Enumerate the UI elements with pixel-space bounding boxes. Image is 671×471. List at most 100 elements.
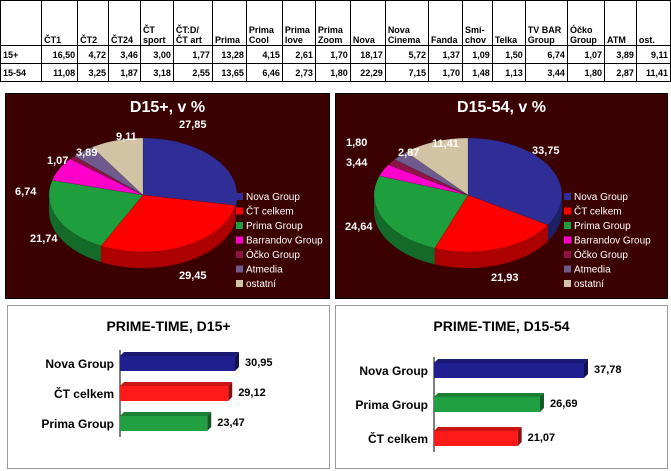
bar-top bbox=[434, 393, 544, 397]
table-cell: 18,17 bbox=[349, 45, 386, 64]
table-row: 15+ 16,50 4,72 3,46 3,00 1,77 13,28 4,15 2,61 1,7… bbox=[0, 45, 671, 64]
table-cell: 2,73 bbox=[281, 63, 316, 82]
bar-prima-group bbox=[120, 416, 208, 431]
bar-nova-group bbox=[434, 363, 584, 378]
column-header bbox=[0, 0, 43, 46]
pie-value-label: 9,11 bbox=[116, 131, 137, 143]
pie-value-label: 1,07 bbox=[47, 155, 68, 167]
bar-side bbox=[539, 393, 544, 412]
bar-chart-prime-d15plus: Nova Group 30,95 ČT celkem 29,12 Prima Group… bbox=[41, 350, 273, 437]
table-cell: 3,46 bbox=[108, 45, 141, 64]
legend-swatch bbox=[564, 280, 571, 287]
column-header: ČT2 bbox=[77, 0, 110, 46]
legend-entry: Óčko Group bbox=[574, 248, 628, 261]
pie-slice-ostatní bbox=[91, 137, 144, 196]
pie-value-label: 27,85 bbox=[179, 119, 207, 131]
table-cell: 6,74 bbox=[524, 45, 568, 64]
bar-title: PRIME-TIME, D15+ bbox=[106, 318, 231, 334]
bar-side bbox=[517, 427, 522, 446]
pie-value-label: 21,93 bbox=[491, 272, 519, 284]
bar-side bbox=[228, 382, 233, 401]
bar-category-label: Nova Group bbox=[45, 357, 114, 371]
table-cell: 2,61 bbox=[281, 45, 316, 64]
pie-value-label: 3,44 bbox=[346, 157, 368, 169]
bar-side bbox=[235, 352, 239, 371]
table-cell: 1,77 bbox=[172, 45, 213, 64]
bar-value-label: 29,12 bbox=[238, 387, 266, 399]
legend-entry: ČT celkem bbox=[574, 205, 622, 218]
pie-slice-side bbox=[49, 195, 101, 262]
legend-entry: ostatní bbox=[574, 279, 604, 290]
table-cell: 16,50 bbox=[41, 45, 79, 64]
legend-swatch bbox=[236, 222, 243, 229]
legend-entry: Barrandov Group bbox=[574, 236, 651, 247]
bar-chart-prime-d15-54: Nova Group 37,78 Prima Group 26,69 ČT celkem… bbox=[355, 357, 622, 452]
pie-slice-čt-celkem bbox=[434, 194, 549, 253]
legend-swatch bbox=[236, 207, 243, 215]
table-cell: 3,89 bbox=[603, 45, 637, 64]
table-cell: 22,29 bbox=[349, 63, 386, 82]
pie-value-label: 29,45 bbox=[179, 270, 207, 282]
bar-čt-celkem bbox=[434, 431, 518, 446]
column-header: Prima bbox=[211, 0, 247, 46]
legend-swatch bbox=[236, 265, 243, 273]
bar-value-label: 26,69 bbox=[550, 398, 578, 410]
bar-value-label: 23,47 bbox=[217, 417, 245, 429]
table-cell: 1,07 bbox=[566, 45, 605, 64]
table-cell: 13,28 bbox=[211, 45, 247, 64]
bar-title: PRIME-TIME, D15-54 bbox=[433, 318, 570, 334]
column-header: ost. bbox=[635, 0, 671, 46]
bar-top bbox=[120, 352, 239, 356]
pie-value-label: 11,41 bbox=[432, 138, 459, 150]
pie-sides bbox=[374, 195, 562, 268]
table-cell: 11,08 bbox=[41, 63, 79, 82]
pie-slice-barrandov-group bbox=[379, 164, 469, 196]
legend-entry: Óčko Group bbox=[246, 248, 300, 261]
column-header: Telka bbox=[491, 0, 526, 46]
pie-slice-atmedia bbox=[393, 151, 469, 196]
bar-category-label: Nova Group bbox=[359, 364, 428, 378]
table-cell: 6,46 bbox=[245, 63, 283, 82]
pie-panel-d15plus: D15+, v % 27,85 29,45 21,74 6,74 1,07 3,89 9,1… bbox=[5, 93, 330, 299]
pie-chart-d15plus: 27,85 29,45 21,74 6,74 1,07 3,89 9,11 Nova Grou… bbox=[15, 119, 323, 290]
table-cell: 2,55 bbox=[172, 63, 213, 82]
bar-nova-group bbox=[120, 356, 235, 371]
column-header: Nova bbox=[349, 0, 386, 46]
pie-slice-ostatní bbox=[405, 137, 469, 196]
pie-slice-óčko-group bbox=[387, 159, 469, 196]
table-row: 15-54 11,08 3,25 1,87 3,18 2,55 13,65 6,46 2,73 1… bbox=[0, 63, 671, 82]
legend-entry: Nova Group bbox=[574, 192, 628, 203]
table-cell: 5,72 bbox=[384, 45, 430, 64]
legend-entry: ostatní bbox=[246, 279, 276, 290]
table-cell: 1,48 bbox=[461, 63, 493, 82]
pie-slice-side bbox=[434, 224, 548, 268]
legend-swatch bbox=[564, 207, 571, 215]
row-label: 15-54 bbox=[0, 63, 43, 82]
share-table: ČT1 ČT2 ČT24 ČT sport ČT:D/ ČT art Prima Prima… bbox=[0, 0, 671, 82]
pie-slice-barrandov-group bbox=[51, 158, 144, 196]
column-header: Prima love bbox=[281, 0, 316, 46]
bar-top bbox=[120, 382, 233, 386]
column-header: Prima Cool bbox=[245, 0, 283, 46]
table-cell: 1,70 bbox=[314, 45, 351, 64]
bar-category-label: Prima Group bbox=[355, 398, 428, 412]
bar-panel-prime-d15plus: PRIME-TIME, D15+ Nova Group 30,95 ČT celke… bbox=[7, 305, 330, 469]
pie-slice-nova-group bbox=[142, 137, 238, 206]
pie-value-label: 1,80 bbox=[346, 137, 367, 149]
column-header: Smí-chov bbox=[461, 0, 493, 46]
table-cell: 1,13 bbox=[491, 63, 526, 82]
table-cell: 7,15 bbox=[384, 63, 430, 82]
table-cell: 9,11 bbox=[635, 45, 671, 64]
table-cell: 1,87 bbox=[108, 63, 141, 82]
legend-swatch bbox=[564, 193, 571, 200]
legend-swatch bbox=[564, 265, 571, 273]
pie-slice-side bbox=[100, 205, 236, 268]
bar-prima-group bbox=[434, 397, 540, 412]
pie-value-label: 6,74 bbox=[15, 186, 37, 198]
table-cell: 3,18 bbox=[139, 63, 174, 82]
legend-swatch bbox=[236, 280, 243, 287]
legend-entry: Atmedia bbox=[246, 265, 283, 276]
bar-panel-prime-d15-54: PRIME-TIME, D15-54 Nova Group 37,78 Prima … bbox=[335, 305, 668, 469]
pie-panel-d15-54: D15-54, v % 33,75 21,93 24,64 3,44 1,80 2,87 1… bbox=[335, 93, 668, 299]
table-cell: 1,80 bbox=[566, 63, 605, 82]
